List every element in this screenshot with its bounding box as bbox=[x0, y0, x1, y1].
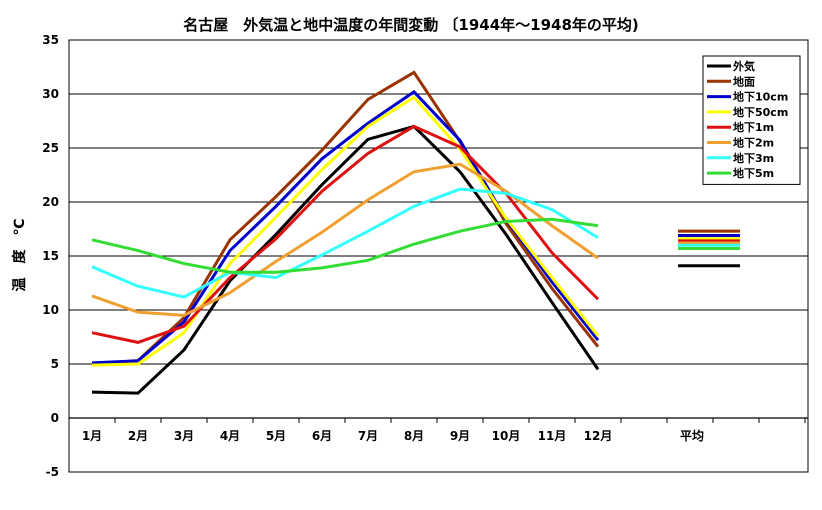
x-tick-label: 12月 bbox=[584, 429, 613, 443]
gridlines bbox=[69, 39, 808, 473]
legend-box bbox=[702, 55, 801, 185]
legend-label: 地面 bbox=[733, 74, 755, 88]
axes: -5 0 5 10 15 20 25 30 35 1月 2月 3月 4月 5月 6月 7月 8月 9月 10月 11月… bbox=[42, 33, 809, 479]
y-tick-label: 25 bbox=[42, 141, 59, 155]
y-tick-label: 5 bbox=[51, 357, 59, 371]
series-line bbox=[91, 95, 600, 367]
plot-frame bbox=[68, 39, 809, 473]
legend-label: 地下2m bbox=[733, 136, 774, 150]
x-tick-label: 2月 bbox=[128, 429, 148, 443]
legend-label: 地下10cm bbox=[733, 90, 788, 104]
y-axis-label: 温 度 ℃ bbox=[11, 218, 28, 291]
y-tick-label: -5 bbox=[46, 465, 59, 479]
x-tick-label: 1月 bbox=[82, 429, 102, 443]
average-markers bbox=[678, 229, 740, 268]
legend-label: 外気 bbox=[732, 59, 755, 73]
x-tick-label-average: 平均 bbox=[680, 428, 704, 443]
x-tick-label: 7月 bbox=[358, 429, 378, 443]
x-tick-label: 11月 bbox=[538, 429, 567, 443]
y-tick-label: 30 bbox=[42, 87, 59, 101]
x-tick-label: 3月 bbox=[174, 429, 194, 443]
series-line bbox=[91, 124, 600, 395]
y-tick-label: 10 bbox=[42, 303, 59, 317]
series-line bbox=[91, 217, 599, 274]
legend-label: 地下1m bbox=[733, 120, 774, 134]
x-tick-label: 10月 bbox=[492, 429, 521, 443]
legend-label: 地下50cm bbox=[733, 105, 788, 119]
x-tick-label: 6月 bbox=[312, 429, 332, 443]
series-line bbox=[91, 124, 600, 344]
x-tick-label: 9月 bbox=[450, 429, 470, 443]
y-tick-label: 35 bbox=[42, 33, 59, 47]
data-series bbox=[91, 70, 600, 395]
y-tick-label: 20 bbox=[42, 195, 59, 209]
y-tick-label: 15 bbox=[42, 249, 59, 263]
series-line bbox=[91, 187, 599, 299]
legend-label: 地下3m bbox=[733, 151, 774, 165]
legend-label: 地下5m bbox=[733, 166, 774, 180]
x-tick-label: 5月 bbox=[266, 429, 286, 443]
x-tick-label: 4月 bbox=[220, 429, 240, 443]
y-tick-label: 0 bbox=[51, 411, 59, 425]
x-tick-label: 8月 bbox=[404, 429, 424, 443]
series-line bbox=[91, 70, 600, 366]
chart-title: 名古屋 外気温と地中温度の年間変動 〔1944年～1948年の平均) bbox=[183, 16, 639, 34]
series-line bbox=[91, 89, 600, 365]
